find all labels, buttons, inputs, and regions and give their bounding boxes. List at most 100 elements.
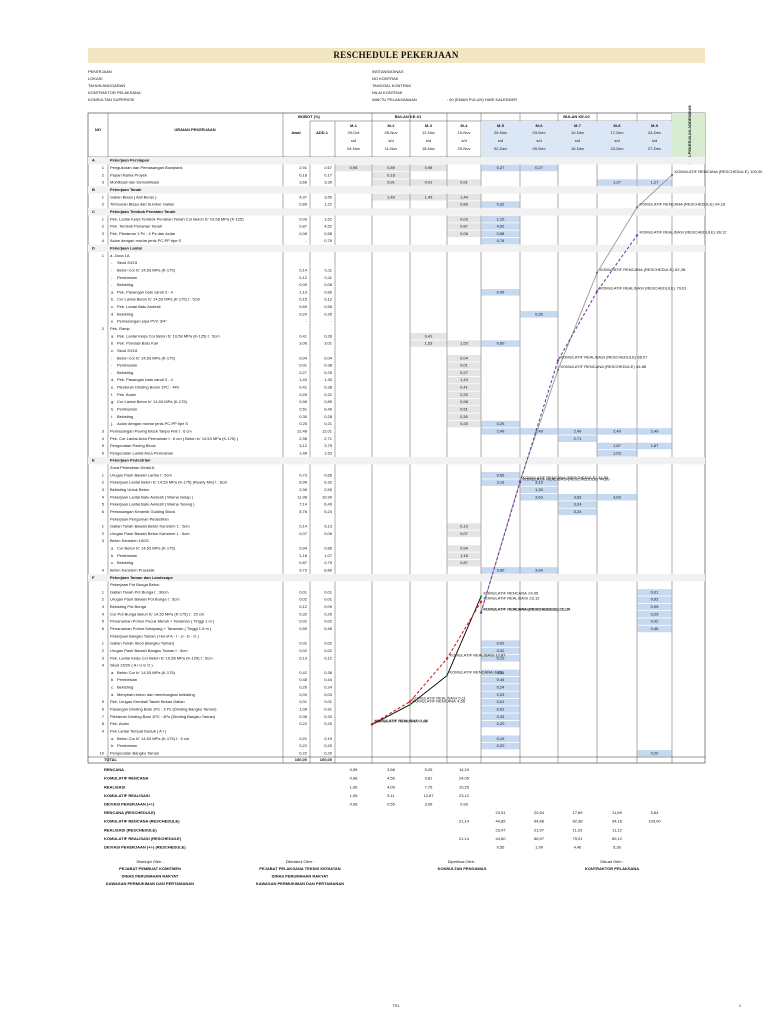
week-label: M-5	[497, 123, 505, 128]
row-item: Bekisting	[117, 685, 133, 690]
cell-shade	[447, 354, 481, 362]
row-item: Pek. Pondasi Batu Kali	[117, 341, 158, 346]
cell-shade	[481, 742, 520, 750]
week-value: 2,49	[613, 428, 622, 433]
row-number: F	[92, 575, 95, 580]
bobot-add: 3,39	[324, 180, 333, 185]
column-header: NO	[95, 127, 101, 132]
summary-value: 24,05	[459, 776, 470, 781]
cell-shade	[335, 164, 372, 172]
row-item: Papan Nama Proyek	[110, 172, 147, 177]
summary-value: 11,12	[612, 827, 622, 832]
curve-label-value: 1,06	[420, 718, 429, 723]
row-sub: -	[111, 275, 113, 280]
week-value: 0,41	[460, 385, 469, 390]
curve-point	[556, 368, 560, 372]
bobot-add: 3,01	[324, 341, 333, 346]
row-number: 1	[102, 589, 105, 594]
cell-shade	[481, 735, 520, 742]
summary-value: 7,76	[425, 784, 434, 789]
cell-shade	[520, 164, 558, 172]
row-item: Cor Lantai Beton fc' 14,53 MPa (K-175)	[117, 399, 188, 404]
bobot-add: 1,53	[324, 450, 333, 455]
row-item: Pek. Lantai Kerja Cor Beton fc' 10,58 MP…	[110, 655, 213, 660]
signature-line: KAWASAN PERMUKIMAN DAN PERTAMANAN	[106, 881, 194, 886]
bobot-awal: 0,51	[299, 407, 308, 412]
cell-shade	[447, 179, 481, 186]
info-label: NILAI KONTRAK	[372, 90, 403, 95]
week-sep: s/d	[351, 138, 356, 143]
summary-value: 23,91	[495, 810, 506, 815]
row-item: Pek. Acian	[110, 721, 129, 726]
bobot-awal: 0,69	[299, 304, 308, 309]
bobot-awal: 0,03	[299, 216, 308, 221]
row-item: Pekerjaan Lantai Batu Andesit ( Warna Te…	[110, 502, 195, 507]
week-value: 3,63	[535, 494, 544, 499]
curve	[371, 601, 482, 725]
cell-shade	[558, 508, 597, 516]
row-sub: e.	[111, 319, 114, 324]
row-item: Skod 20/15	[117, 260, 138, 265]
row-number: 4	[102, 238, 105, 243]
summary-value: 4,05	[387, 784, 396, 789]
row-item: Pengukuran dan Pemasangan Bowplank	[110, 165, 183, 170]
row-item: Pek. Acian	[117, 392, 136, 397]
row-number: 3	[102, 538, 105, 543]
bobot-add: 0,02	[324, 648, 333, 653]
row-number: 5	[102, 619, 105, 624]
week-value: 5,24	[574, 509, 583, 514]
row-sub: -	[111, 355, 113, 360]
row-number: 5	[102, 699, 105, 704]
week-value: 0,20	[497, 743, 506, 748]
row-item: Skod 20/15	[117, 348, 138, 353]
row-item: Pekerjaan Lantai	[110, 246, 142, 251]
cell-shade	[410, 333, 447, 340]
week-sep: s/d	[388, 138, 393, 143]
curve-label-name: KOMULATIF RENCANA (RESCHEDULE)	[600, 267, 675, 272]
week-value: 2,49	[535, 428, 544, 433]
cell-shade	[447, 398, 481, 406]
week-value: 1,18	[460, 553, 469, 558]
bobot-add: 0,13	[324, 524, 333, 529]
cell-shade	[520, 311, 558, 318]
curve-label: KOMULATIF RENCANA 4,56	[413, 699, 466, 704]
row-item: Plesteran Dinding Batu 1PC : 4Ps (Dindin…	[110, 714, 216, 719]
summary-label: KOMULATIF REALISASI	[104, 793, 150, 798]
curve-label: KOMULATIF REALISASI (RESCHEDULE) 66,57	[561, 355, 649, 360]
row-item: Acian dengan mortar jenis PC-PP tipe S	[117, 421, 188, 426]
row-sub: c.	[111, 304, 114, 309]
row-number: 1	[102, 165, 105, 170]
curve-label: KOMULATIF REALISASI 1,06	[375, 718, 429, 723]
week-value: 0,24	[497, 685, 506, 690]
row-item: Pek Lantai Tempat Duduk ( A I )	[110, 728, 167, 733]
curve-label-value: 64,88	[636, 364, 647, 369]
curve-label-name: KOMULATIF REALISASI (RESCHEDULE)	[561, 355, 637, 360]
week-value: 0,46	[651, 626, 660, 631]
curve-label-name: KOMULATIF RENCANA	[413, 699, 457, 704]
row-item: Pekerjaan Persiapan	[110, 158, 150, 163]
bobot-awal: 0,02	[299, 648, 308, 653]
row-item: Pek. Pasangan batu candi 3 - 4	[117, 289, 174, 294]
bobot-add: 0,89	[324, 399, 333, 404]
week-value: 0,12	[497, 655, 506, 660]
cell-shade	[447, 552, 481, 560]
section-shade	[88, 244, 705, 253]
row-sub: d.	[111, 377, 114, 382]
week-value: 0,27	[497, 165, 506, 170]
bobot-awal: 0,42	[299, 670, 308, 675]
curve-point	[635, 234, 639, 237]
week-value: 1,49	[425, 194, 434, 199]
signature-line: DINAS PERUMAHAN RAKYAT	[122, 874, 179, 879]
cell-shade	[597, 493, 637, 501]
curve-point	[479, 611, 483, 614]
row-sub: b.	[111, 553, 114, 558]
bobot-add: 0,08	[324, 282, 333, 287]
row-number: B	[92, 187, 95, 192]
row-number: 3	[102, 180, 105, 185]
summary-label: REALISASI (RESCHEDULE)	[104, 827, 157, 832]
bobot-add: 0,20	[324, 721, 333, 726]
curve-point	[370, 722, 374, 726]
curve-label: KOMULATIF REALISASI (RESCHEDULE) 44,60	[523, 477, 611, 482]
cell-shade	[481, 479, 520, 486]
